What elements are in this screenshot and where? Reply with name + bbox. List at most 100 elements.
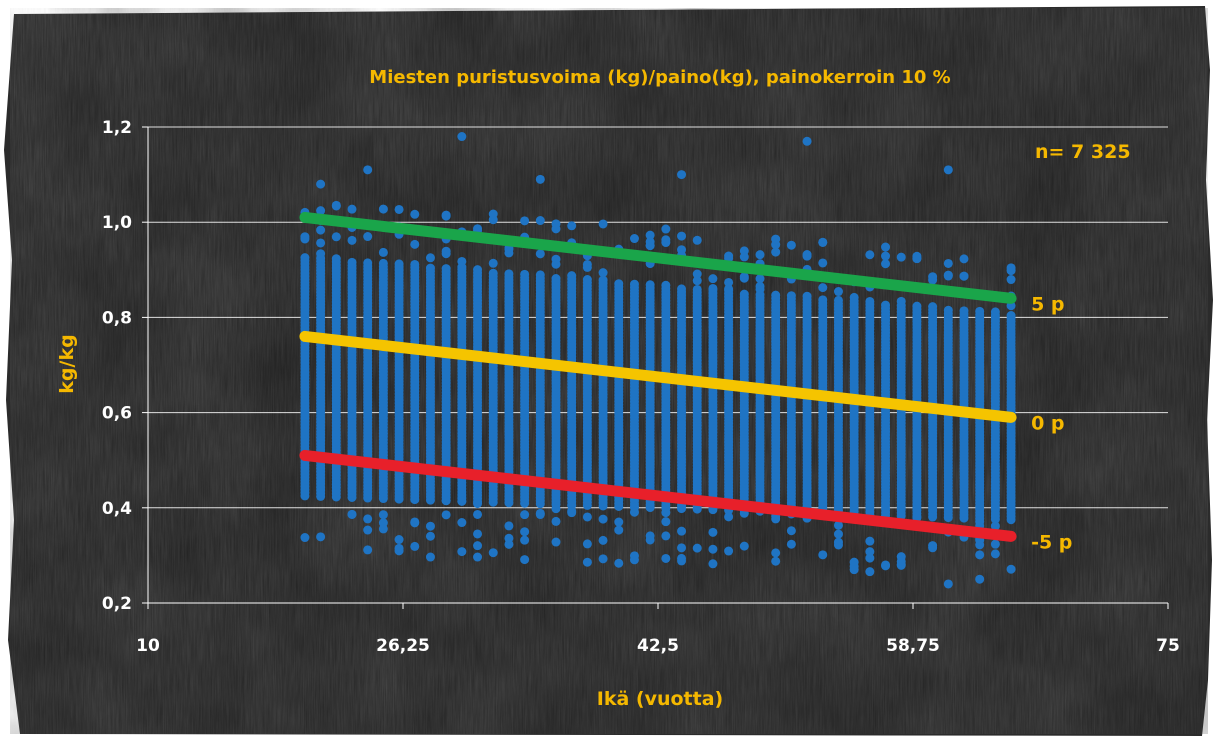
data-point xyxy=(943,165,953,175)
data-point xyxy=(833,295,843,305)
data-point xyxy=(614,517,624,527)
data-point xyxy=(598,219,608,229)
data-point xyxy=(896,556,906,566)
data-point xyxy=(598,268,608,278)
data-point xyxy=(347,257,357,267)
data-point xyxy=(347,204,357,214)
data-point xyxy=(316,532,326,542)
data-point xyxy=(425,253,435,263)
data-point xyxy=(551,516,561,526)
data-point xyxy=(661,224,671,234)
data-point xyxy=(378,258,388,268)
data-point xyxy=(582,275,592,285)
y-tick-label: 0,4 xyxy=(102,499,132,519)
data-point xyxy=(677,170,687,180)
data-point xyxy=(833,529,843,539)
data-point xyxy=(724,277,734,287)
data-point xyxy=(394,204,404,214)
data-point xyxy=(771,247,781,257)
data-point xyxy=(614,558,624,568)
data-point xyxy=(865,536,875,546)
data-point xyxy=(755,250,765,260)
data-point xyxy=(755,274,765,284)
data-point xyxy=(881,242,891,252)
data-point xyxy=(551,537,561,547)
data-point xyxy=(990,549,1000,559)
data-point xyxy=(928,272,938,282)
data-point xyxy=(520,535,530,545)
data-point xyxy=(818,295,828,305)
data-point xyxy=(865,296,875,306)
data-point xyxy=(457,132,467,142)
data-point xyxy=(849,565,859,575)
data-point xyxy=(833,287,843,297)
data-point xyxy=(849,292,859,302)
data-point xyxy=(645,230,655,240)
data-point xyxy=(567,500,577,510)
data-point xyxy=(677,231,687,241)
data-point xyxy=(520,527,530,537)
x-tick-label: 58,75 xyxy=(886,636,940,656)
data-point xyxy=(441,496,451,506)
data-point xyxy=(410,259,420,269)
data-point xyxy=(316,225,326,235)
y-tick-label: 0,6 xyxy=(102,404,132,424)
data-point xyxy=(912,301,922,311)
data-point xyxy=(645,237,655,247)
data-point xyxy=(614,279,624,289)
data-point xyxy=(975,517,985,527)
trend-line-zero xyxy=(299,330,1017,423)
data-point xyxy=(661,553,671,563)
data-point xyxy=(378,524,388,534)
data-point xyxy=(425,263,435,273)
data-point xyxy=(739,541,749,551)
data-point xyxy=(300,232,310,242)
data-point xyxy=(912,254,922,264)
data-point xyxy=(504,521,514,531)
data-point xyxy=(535,216,545,226)
data-point xyxy=(739,252,749,262)
x-tick-label: 75 xyxy=(1156,636,1180,656)
data-point xyxy=(347,509,357,519)
data-point xyxy=(473,529,483,539)
data-point xyxy=(363,514,373,524)
data-point xyxy=(802,136,812,146)
data-point xyxy=(425,531,435,541)
data-point xyxy=(990,307,1000,317)
data-point xyxy=(598,514,608,524)
data-point xyxy=(394,535,404,545)
data-point xyxy=(457,547,467,557)
data-point xyxy=(724,284,734,294)
data-point xyxy=(959,306,969,316)
data-point xyxy=(331,201,341,211)
data-point xyxy=(724,512,734,522)
data-point xyxy=(881,300,891,310)
data-point xyxy=(739,289,749,299)
data-point xyxy=(473,552,483,562)
series-labels: 5 p 0 p -5 p xyxy=(1031,293,1072,553)
data-point xyxy=(363,165,373,175)
data-point xyxy=(363,525,373,535)
data-point xyxy=(551,254,561,264)
data-point xyxy=(441,249,451,259)
data-point xyxy=(520,510,530,520)
data-point xyxy=(833,520,843,530)
data-point xyxy=(661,280,671,290)
data-point xyxy=(975,550,985,560)
data-point xyxy=(692,235,702,245)
data-point xyxy=(881,251,891,261)
data-point xyxy=(708,559,718,569)
x-tick-label: 26,25 xyxy=(376,636,430,656)
data-point xyxy=(786,291,796,301)
series-label-zero: 0 p xyxy=(1031,412,1064,434)
data-point xyxy=(582,557,592,567)
data-point xyxy=(629,279,639,289)
y-tick-label: 1,0 xyxy=(102,213,132,233)
data-point xyxy=(582,259,592,269)
data-point xyxy=(881,259,891,269)
data-point xyxy=(692,269,702,279)
data-point xyxy=(378,518,388,528)
data-point xyxy=(473,265,483,275)
data-point xyxy=(300,253,310,263)
data-point xyxy=(488,548,498,558)
